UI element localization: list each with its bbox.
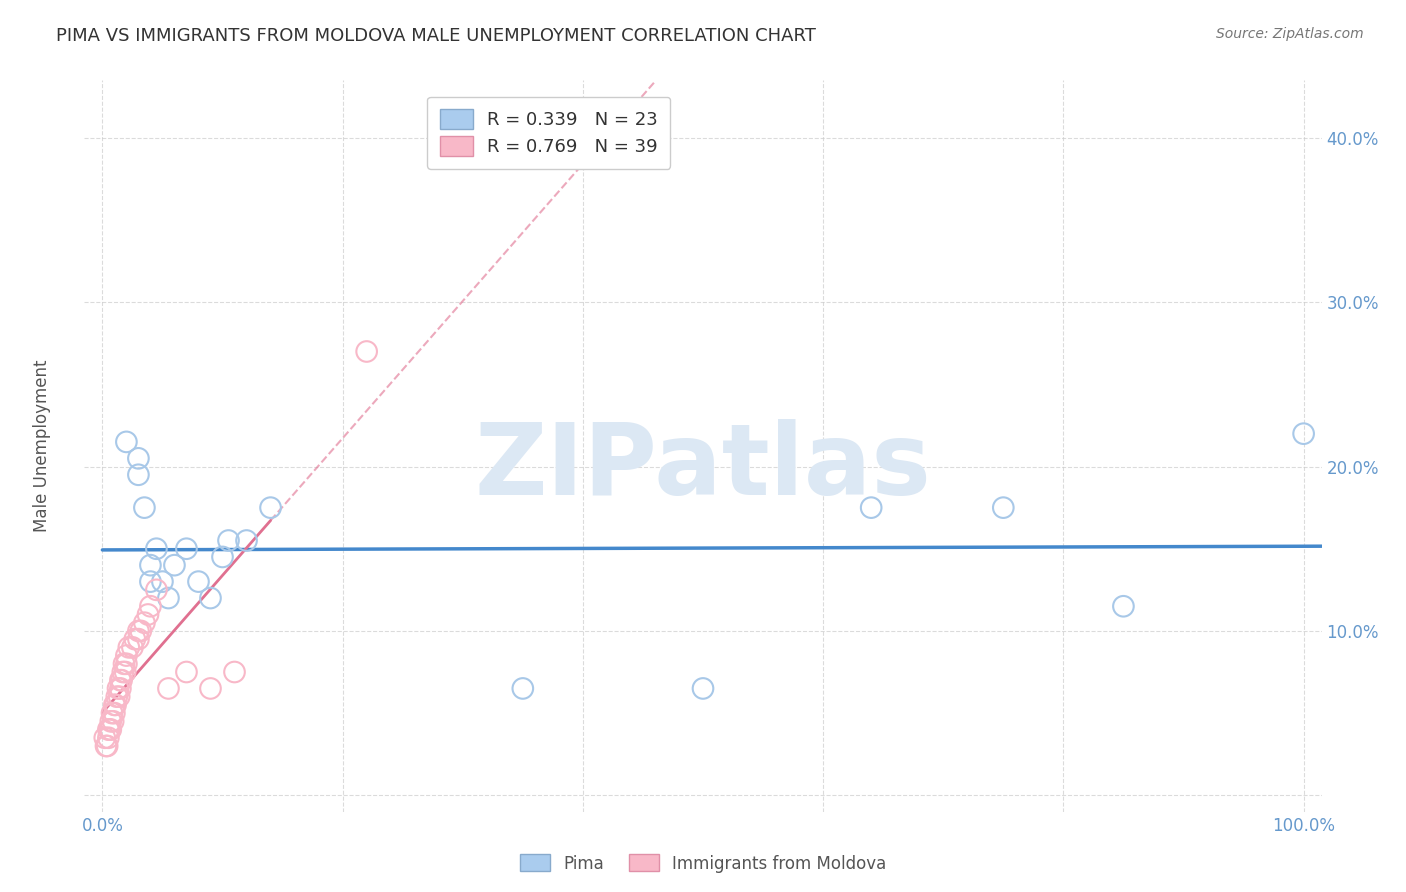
- Point: [100, 714, 122, 729]
- Point: [108, 690, 131, 704]
- Point: [259, 500, 281, 515]
- Point: [110, 673, 132, 688]
- Point: [127, 624, 149, 638]
- Point: [134, 500, 156, 515]
- Point: [114, 665, 136, 679]
- Point: [176, 665, 198, 679]
- Point: [136, 607, 159, 622]
- Point: [211, 549, 233, 564]
- Point: [163, 558, 186, 573]
- Point: [101, 706, 124, 720]
- Point: [157, 681, 180, 696]
- Point: [218, 533, 240, 548]
- Point: [103, 714, 125, 729]
- Point: [94, 731, 117, 745]
- Point: [993, 500, 1015, 515]
- Point: [104, 698, 127, 712]
- Point: [235, 533, 257, 548]
- Point: [200, 591, 222, 605]
- Point: [692, 681, 714, 696]
- Point: [157, 591, 180, 605]
- Point: [129, 624, 152, 638]
- Point: [115, 434, 138, 449]
- Point: [98, 723, 121, 737]
- Point: [176, 541, 198, 556]
- Point: [96, 739, 118, 753]
- Point: [112, 657, 135, 671]
- Point: [127, 451, 149, 466]
- Point: [111, 665, 134, 679]
- Point: [139, 558, 162, 573]
- Text: PIMA VS IMMIGRANTS FROM MOLDOVA MALE UNEMPLOYMENT CORRELATION CHART: PIMA VS IMMIGRANTS FROM MOLDOVA MALE UNE…: [56, 27, 815, 45]
- Point: [124, 632, 146, 647]
- Point: [127, 467, 149, 482]
- Point: [107, 681, 129, 696]
- Point: [115, 657, 138, 671]
- Point: [200, 681, 222, 696]
- Point: [145, 582, 167, 597]
- Point: [100, 723, 122, 737]
- Legend: Pima, Immigrants from Moldova: Pima, Immigrants from Moldova: [513, 847, 893, 880]
- Point: [97, 731, 120, 745]
- Point: [94, 739, 117, 753]
- Text: ZIPatlas: ZIPatlas: [475, 419, 931, 516]
- Point: [121, 640, 143, 655]
- Point: [110, 681, 132, 696]
- Point: [139, 574, 162, 589]
- Text: Source: ZipAtlas.com: Source: ZipAtlas.com: [1216, 27, 1364, 41]
- Point: [134, 615, 156, 630]
- Point: [224, 665, 246, 679]
- Text: Male Unemployment: Male Unemployment: [34, 359, 51, 533]
- Point: [105, 690, 128, 704]
- Point: [103, 706, 125, 720]
- Point: [115, 648, 138, 663]
- Point: [512, 681, 534, 696]
- Point: [145, 541, 167, 556]
- Point: [127, 632, 149, 647]
- Point: [152, 574, 174, 589]
- Point: [110, 673, 132, 688]
- Point: [118, 640, 141, 655]
- Point: [187, 574, 209, 589]
- Point: [139, 599, 162, 614]
- Point: [356, 344, 378, 359]
- Legend: R = 0.339   N = 23, R = 0.769   N = 39: R = 0.339 N = 23, R = 0.769 N = 39: [427, 96, 671, 169]
- Point: [1292, 426, 1315, 441]
- Point: [97, 723, 120, 737]
- Point: [1112, 599, 1135, 614]
- Point: [103, 698, 125, 712]
- Point: [860, 500, 883, 515]
